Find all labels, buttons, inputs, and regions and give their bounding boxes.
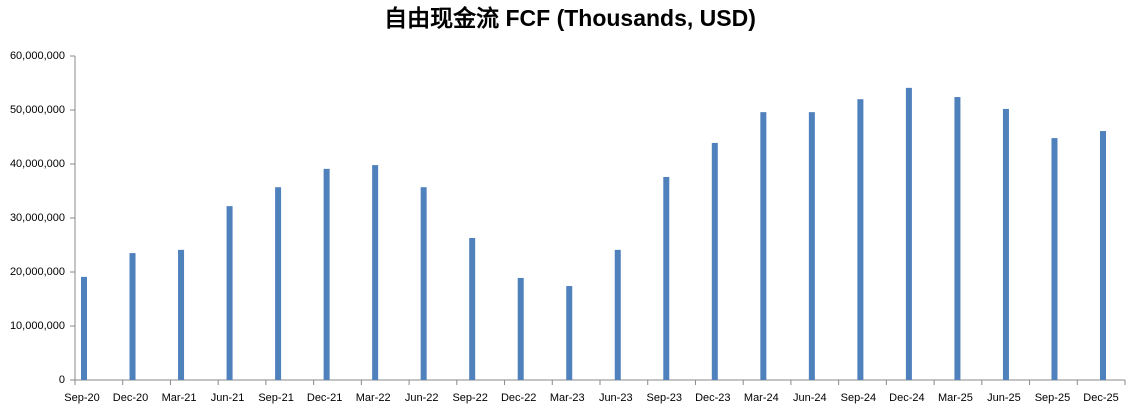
x-tick-label: Jun-21 xyxy=(211,392,245,404)
chart-title: 自由现金流 FCF (Thousands, USD) xyxy=(384,5,756,31)
x-tick-label: Jun-23 xyxy=(599,392,633,404)
bar xyxy=(663,176,670,380)
x-tick-label: Sep-23 xyxy=(647,392,682,404)
bar xyxy=(760,112,767,380)
x-tick-label: Jun-22 xyxy=(405,392,439,404)
bar xyxy=(420,187,427,380)
y-tick-label: 50,000,000 xyxy=(10,104,65,116)
bar xyxy=(566,286,573,380)
y-tick-label: 60,000,000 xyxy=(10,50,65,62)
bar xyxy=(323,168,330,380)
bar xyxy=(517,277,524,380)
x-tick-label: Dec-20 xyxy=(113,392,148,404)
bar xyxy=(129,253,136,380)
x-tick-label: Dec-22 xyxy=(501,392,536,404)
x-tick-label: Sep-24 xyxy=(841,392,876,404)
bar xyxy=(1002,108,1009,381)
bar xyxy=(1051,138,1058,380)
bar xyxy=(372,165,379,380)
bar xyxy=(711,142,718,380)
bar xyxy=(808,112,815,380)
x-tick-label: Sep-20 xyxy=(64,392,99,404)
bar xyxy=(857,99,864,380)
x-tick-label: Sep-22 xyxy=(452,392,487,404)
x-tick-label: Mar-22 xyxy=(356,392,391,404)
x-tick-label: Jun-24 xyxy=(793,392,827,404)
x-tick-label: Dec-25 xyxy=(1083,392,1118,404)
bar xyxy=(226,206,233,380)
x-tick-label: Mar-23 xyxy=(550,392,585,404)
x-tick-label: Mar-21 xyxy=(162,392,197,404)
x-tick-label: Jun-25 xyxy=(987,392,1021,404)
bar xyxy=(905,87,912,381)
x-tick-label: Mar-24 xyxy=(744,392,779,404)
bar xyxy=(275,187,282,380)
bar xyxy=(81,276,87,380)
bar xyxy=(178,249,185,380)
x-tick-label: Dec-21 xyxy=(307,392,342,404)
bar xyxy=(469,237,476,380)
x-tick-label: Dec-23 xyxy=(695,392,730,404)
y-tick-label: 10,000,000 xyxy=(10,320,65,332)
x-tick-label: Mar-25 xyxy=(938,392,973,404)
x-tick-label: Sep-21 xyxy=(258,392,293,404)
bar xyxy=(954,97,961,380)
x-tick-label: Sep-25 xyxy=(1035,392,1070,404)
bar xyxy=(614,249,621,380)
y-tick-label: 40,000,000 xyxy=(10,158,65,170)
y-tick-label: 0 xyxy=(59,374,65,386)
bar xyxy=(1100,131,1106,380)
x-tick-label: Dec-24 xyxy=(889,392,924,404)
y-tick-label: 20,000,000 xyxy=(10,266,65,278)
y-tick-label: 30,000,000 xyxy=(10,212,65,224)
